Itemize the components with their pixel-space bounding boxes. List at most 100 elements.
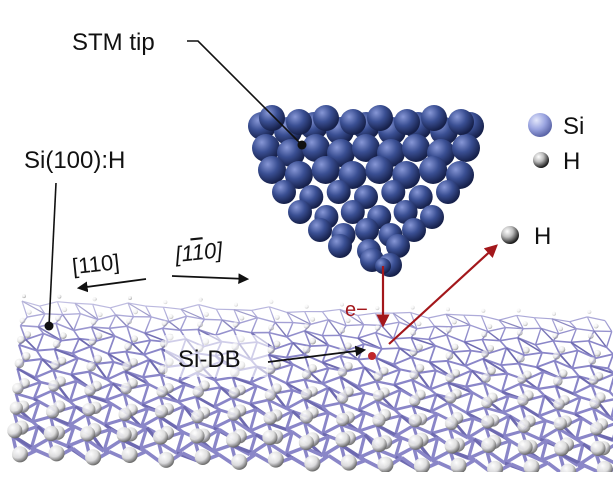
si-bond (287, 380, 305, 384)
si-bond (143, 375, 161, 378)
legend-si-icon (528, 113, 552, 137)
desorbed-h-label: H (534, 223, 551, 250)
h-atom (267, 346, 275, 354)
electron-label: e− (345, 299, 368, 321)
h-atom (303, 346, 311, 354)
h-atom (588, 357, 596, 365)
desorbed-h-atom (501, 226, 519, 244)
si-bond (53, 370, 71, 375)
h-atom (44, 426, 59, 441)
h-atom (156, 386, 167, 397)
tip-atom (258, 156, 286, 184)
si-bond (430, 361, 448, 362)
h-atom (452, 344, 459, 351)
h-atom (7, 423, 22, 438)
h-atom (337, 392, 348, 403)
h-atom (409, 370, 419, 380)
si-bond (467, 408, 485, 413)
h-atom (559, 369, 568, 378)
legend-si-label: Si (563, 113, 584, 140)
h-atom (341, 455, 357, 471)
h-atom (487, 366, 496, 375)
si-bond (466, 383, 484, 387)
h-atom (553, 376, 563, 386)
tip-atom (365, 156, 393, 184)
legend-h-label: H (563, 148, 580, 175)
silicon-lattice (0, 294, 613, 472)
si-bond (311, 345, 329, 346)
tip-atom (448, 109, 474, 135)
h-atom (227, 407, 240, 420)
h-atom (50, 360, 60, 370)
tip-atom (436, 180, 460, 204)
si-db-label: Si-DB (178, 346, 241, 373)
h-atom (445, 392, 456, 403)
stm-tip-leader-dot (298, 141, 307, 150)
si-bond (323, 403, 341, 407)
si-bond (501, 348, 507, 365)
si-bond (382, 348, 400, 349)
si-bond (610, 392, 613, 399)
h-atom (487, 345, 494, 352)
direction-1bar10-label: [110] (173, 237, 225, 267)
h-atom (558, 346, 565, 353)
h-atom (410, 348, 418, 356)
svg-text:[110]: [110] (173, 237, 225, 267)
tip-atom (259, 105, 285, 131)
si-bond (395, 406, 413, 410)
h-atom (80, 426, 95, 441)
h-atom (118, 408, 131, 421)
direction-1bar10-arrow (172, 276, 247, 279)
h-atom (231, 454, 247, 470)
stm-tip-cluster (248, 105, 484, 277)
si-bond (108, 352, 126, 354)
h-atom (589, 375, 599, 385)
h-atom (82, 403, 95, 416)
dangling-bond-site (368, 352, 376, 360)
si-bond (500, 341, 506, 348)
h-atom (120, 383, 131, 394)
h-atom (372, 437, 387, 452)
h-atom (301, 388, 312, 399)
h-atom (416, 344, 423, 351)
si-bond (287, 364, 293, 383)
si-bond (376, 381, 394, 385)
h-atom (15, 359, 25, 369)
h-atom (189, 428, 204, 443)
h-atom (93, 355, 102, 364)
h-atom (336, 413, 349, 426)
h-atom (46, 405, 59, 418)
si-bond (572, 350, 577, 368)
tip-atom (452, 134, 480, 162)
h-atom (300, 410, 313, 423)
tip-atom (394, 109, 420, 135)
h-atom (481, 373, 491, 383)
h-atom (374, 372, 384, 382)
h-atom (10, 401, 23, 414)
h-atom (481, 415, 494, 428)
h-atom (408, 435, 423, 450)
h-atom (589, 397, 600, 408)
tip-atom (272, 180, 296, 204)
h-atom (517, 394, 528, 405)
h-atom (274, 341, 281, 348)
si-bond (538, 386, 556, 389)
h-atom (158, 452, 174, 468)
h-atom (446, 352, 454, 360)
h-atom (553, 352, 561, 360)
surface-label: Si(100):H (24, 147, 125, 174)
si-bond (535, 341, 553, 345)
h-atom (445, 417, 458, 430)
legend-h-icon (533, 152, 549, 168)
si-bond (250, 400, 268, 404)
h-atom (57, 295, 61, 299)
si-bond (519, 364, 537, 368)
h-atom (554, 417, 567, 430)
si-bond (358, 360, 364, 368)
si-bond (501, 364, 519, 366)
si-bond (467, 393, 473, 413)
si-bond (553, 341, 571, 342)
h-atom (445, 438, 460, 453)
si-bond (215, 377, 233, 380)
h-atom (153, 429, 168, 444)
